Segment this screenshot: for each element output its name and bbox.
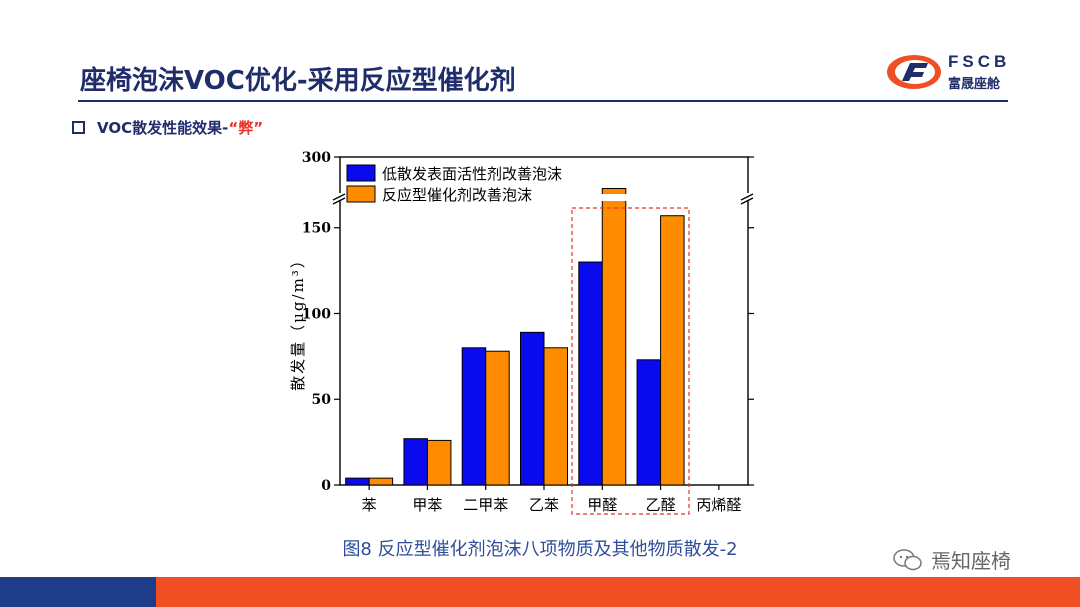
bullet-heading: VOC散发性能效果- “弊” — [72, 117, 263, 138]
y-tick-label: 50 — [312, 392, 332, 408]
axis-break-mark — [740, 193, 754, 201]
bar-blue-4 — [578, 261, 603, 486]
bar-blue-5 — [636, 359, 662, 486]
watermark-text: 焉知座椅 — [931, 549, 1011, 573]
y-axis-label: 散发量（μg/m³） — [289, 251, 307, 391]
bar-orange-1 — [426, 439, 452, 486]
y-tick-label: 300 — [302, 150, 331, 166]
bar-orange-4 — [601, 188, 627, 486]
bar-blue-0 — [345, 477, 370, 486]
watermark: 焉知座椅 — [893, 545, 1011, 574]
footer-orange-bar — [156, 577, 1080, 607]
legend-swatch-1 — [346, 185, 376, 203]
axis-break-mark — [740, 197, 754, 205]
x-tick-label: 丙烯醛 — [696, 496, 741, 514]
y-tick-label: 0 — [321, 478, 331, 494]
wechat-icon — [893, 548, 922, 570]
bar-blue-2 — [461, 347, 487, 486]
x-tick-label: 苯 — [362, 496, 377, 514]
x-tick-label: 乙醛 — [646, 496, 676, 514]
figure-caption: 图8 反应型催化剂泡沫八项物质及其他物质散发-2 — [342, 539, 738, 560]
bar-orange-2 — [485, 350, 510, 486]
legend-swatch-0 — [346, 164, 376, 182]
bar-orange-5 — [660, 215, 685, 486]
bar-break-gap-4 — [600, 194, 628, 201]
highlight-box — [571, 207, 690, 515]
legend-label-1: 反应型催化剂改善泡沫 — [382, 186, 532, 204]
bullet-accent-text: “弊” — [228, 119, 264, 137]
x-tick-label: 乙苯 — [529, 496, 559, 514]
bar-orange-0 — [368, 477, 394, 486]
bullet-text: VOC散发性能效果- — [97, 119, 229, 137]
footer-blue-bar — [0, 577, 156, 607]
slide-title: 座椅泡沫VOC优化-采用反应型催化剂 — [80, 66, 516, 96]
y-tick-label: 150 — [302, 221, 331, 237]
bar-blue-1 — [403, 438, 428, 486]
x-tick-label: 甲苯 — [412, 496, 442, 514]
x-tick-label: 甲醛 — [587, 496, 617, 514]
logo-text-fscb: FSCB — [948, 52, 1011, 71]
legend-label-0: 低散发表面活性剂改善泡沫 — [382, 165, 562, 183]
title-underline — [78, 100, 1008, 102]
voc-bar-chart: 050100150300 苯甲苯 二甲苯 乙苯 甲醛 乙醛 丙烯醛 散发量（μg/m³） … — [289, 150, 754, 515]
bar-blue-3 — [520, 331, 545, 486]
y-tick-label: 100 — [302, 306, 331, 322]
axis-break-mark — [332, 193, 346, 201]
bullet-square-icon — [72, 121, 85, 134]
logo-text-company: 富晟座舱 — [948, 77, 1001, 92]
company-logo-icon — [887, 55, 941, 89]
axis-break-mark — [332, 197, 346, 205]
bar-orange-3 — [543, 347, 568, 486]
x-tick-label: 二甲苯 — [463, 496, 508, 514]
